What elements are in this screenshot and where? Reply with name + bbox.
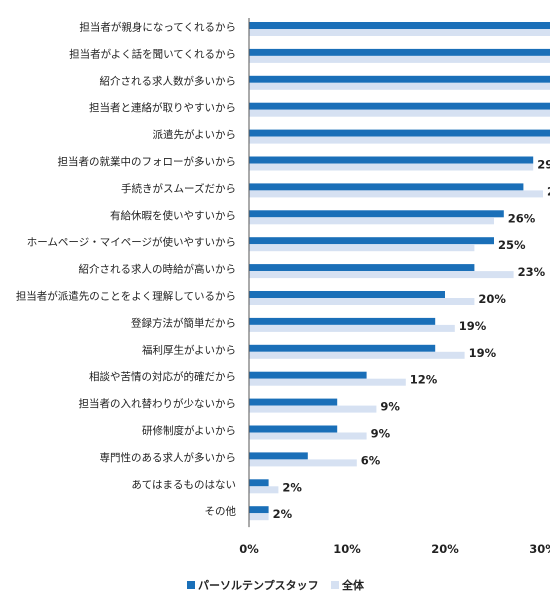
value-label: 25% bbox=[498, 238, 526, 252]
x-tick-label: 20% bbox=[431, 542, 459, 556]
bar-all bbox=[249, 298, 475, 305]
bar-all bbox=[249, 324, 455, 332]
value-labels: 37%35%35%34%32%29%28%26%25%23%20%19%19%1… bbox=[273, 158, 550, 522]
x-tick-label: 30% bbox=[529, 542, 550, 556]
bar-persol bbox=[249, 129, 550, 137]
category-label: 福利厚生がよいから bbox=[142, 343, 236, 356]
bar-persol bbox=[249, 102, 550, 110]
x-tick-label: 0% bbox=[239, 542, 259, 556]
value-label: 29% bbox=[537, 158, 550, 172]
x-axis-ticks: 0%10%20%30%40%50% bbox=[239, 542, 550, 556]
bar-persol bbox=[249, 210, 504, 218]
bar-persol bbox=[249, 264, 475, 272]
category-label: 専門性のある求人が多いから bbox=[100, 451, 237, 464]
value-label: 28% bbox=[547, 184, 550, 198]
value-label: 2% bbox=[273, 507, 293, 521]
bars bbox=[249, 22, 550, 521]
category-label: 紹介される求人数が多いから bbox=[100, 74, 237, 87]
value-label: 12% bbox=[410, 373, 438, 387]
category-label: 研修制度がよいから bbox=[142, 424, 236, 437]
bar-all bbox=[249, 55, 550, 63]
legend-swatch-all bbox=[331, 581, 339, 589]
bar-all bbox=[249, 82, 550, 90]
bar-all bbox=[249, 136, 550, 144]
category-label: 担当者と連絡が取りやすいから bbox=[89, 101, 236, 114]
bar-persol bbox=[249, 398, 338, 406]
value-label: 26% bbox=[508, 211, 536, 225]
category-label: 担当者の入れ替わりが少ないから bbox=[79, 397, 237, 410]
legend-swatch-persol bbox=[187, 581, 195, 589]
category-label: 登録方法が簡単だから bbox=[131, 316, 236, 329]
bar-persol bbox=[249, 75, 550, 83]
category-label: 紹介される求人の時給が高いから bbox=[79, 263, 237, 276]
value-label: 23% bbox=[518, 265, 546, 279]
category-label: ホームページ・マイページが使いやすいから bbox=[27, 236, 236, 249]
bar-all bbox=[249, 217, 494, 225]
bar-persol bbox=[249, 237, 494, 245]
bar-all bbox=[249, 271, 514, 279]
bar-all bbox=[249, 486, 279, 494]
bar-all bbox=[249, 109, 550, 117]
value-label: 19% bbox=[459, 319, 487, 333]
category-label: 担当者がよく話を聞いてくれるから bbox=[69, 47, 236, 60]
value-label: 9% bbox=[371, 427, 391, 441]
value-label: 20% bbox=[478, 292, 506, 306]
bar-persol bbox=[249, 452, 308, 460]
bar-persol bbox=[249, 344, 436, 352]
bar-persol bbox=[249, 156, 534, 164]
value-label: 9% bbox=[380, 400, 400, 414]
bar-all bbox=[249, 351, 465, 359]
bar-persol bbox=[249, 22, 550, 29]
bar-all bbox=[249, 378, 406, 386]
bar-persol bbox=[249, 183, 524, 191]
value-label: 6% bbox=[361, 453, 381, 467]
bar-persol bbox=[249, 425, 338, 433]
category-label: 担当者が親身になってくれるから bbox=[79, 21, 236, 34]
bar-all bbox=[249, 190, 543, 198]
category-label: 手続きがスムーズだから bbox=[121, 182, 236, 195]
bar-persol bbox=[249, 506, 269, 514]
value-label: 2% bbox=[282, 480, 302, 494]
bar-all bbox=[249, 513, 269, 521]
category-label: あてはまるものはない bbox=[131, 479, 236, 491]
bar-all bbox=[249, 29, 550, 36]
bar-all bbox=[249, 459, 357, 467]
category-label: 派遣先がよいから bbox=[153, 128, 236, 141]
value-label: 19% bbox=[469, 346, 497, 360]
category-label: 有給休暇を使いやすいから bbox=[110, 209, 236, 222]
legend-label-all: 全体 bbox=[341, 578, 365, 592]
bar-all bbox=[249, 163, 534, 171]
bar-all bbox=[249, 405, 377, 413]
bar-all bbox=[249, 432, 367, 440]
category-label: 相談や苦情の対応が的確だから bbox=[89, 370, 236, 383]
legend-label-persol: パーソルテンプスタッフ bbox=[198, 578, 319, 592]
bar-persol bbox=[249, 48, 550, 56]
category-label: 担当者が派遣先のことをよく理解しているから bbox=[16, 290, 236, 303]
bar-persol bbox=[249, 479, 269, 487]
bar-persol bbox=[249, 317, 436, 325]
x-tick-label: 10% bbox=[333, 542, 361, 556]
category-label: 担当者の就業中のフォローが多いから bbox=[58, 155, 237, 168]
category-labels: 担当者が親身になってくれるから担当者がよく話を聞いてくれるから紹介される求人数が… bbox=[16, 21, 237, 518]
category-label: その他 bbox=[205, 505, 237, 518]
legend: パーソルテンプスタッフ 全体 bbox=[187, 578, 365, 592]
bar-persol bbox=[249, 371, 367, 379]
bar-persol bbox=[249, 291, 445, 298]
bar-all bbox=[249, 244, 475, 252]
